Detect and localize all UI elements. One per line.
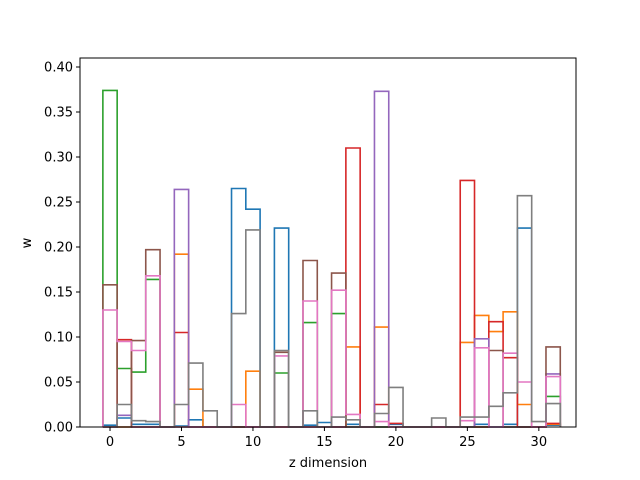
x-tick-label: 0 — [106, 435, 114, 450]
y-tick-label: 0.35 — [44, 106, 73, 121]
y-tick-label: 0.00 — [44, 421, 73, 436]
y-tick-label: 0.25 — [44, 196, 73, 211]
x-tick-label: 20 — [388, 435, 405, 450]
y-axis-label: w — [20, 237, 35, 248]
y-tick-label: 0.40 — [44, 61, 73, 76]
plot-frame — [79, 57, 577, 428]
y-tick-label: 0.05 — [44, 376, 73, 391]
x-tick-label: 10 — [245, 435, 262, 450]
y-tick-label: 0.15 — [44, 286, 73, 301]
x-tick-label: 30 — [531, 435, 548, 450]
y-tick-label: 0.20 — [44, 241, 73, 256]
x-tick-label: 5 — [177, 435, 185, 450]
x-axis-label: z dimension — [289, 456, 367, 471]
x-tick-label: 15 — [316, 435, 333, 450]
y-axis-ticks: 0.00 0.05 0.10 0.15 0.20 0.25 0.30 0.35 0.40 — [44, 61, 80, 436]
y-tick-label: 0.10 — [44, 331, 73, 346]
y-tick-label: 0.30 — [44, 151, 73, 166]
x-tick-label: 25 — [459, 435, 476, 450]
x-axis-ticks: 0 5 10 15 20 25 30 — [106, 427, 547, 450]
